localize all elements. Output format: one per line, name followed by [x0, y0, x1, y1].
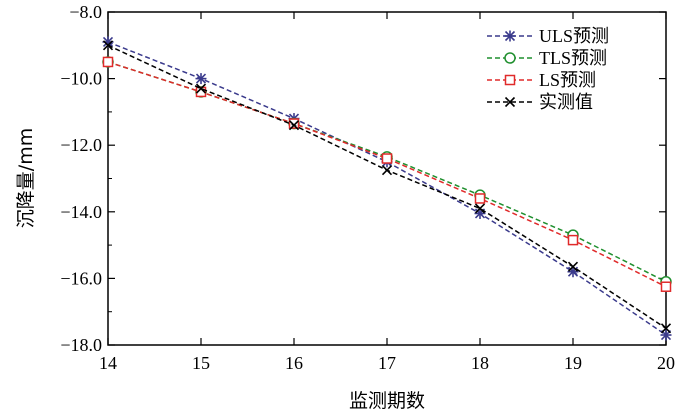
data-point [102, 40, 114, 51]
x-tick-label: 16 [285, 353, 303, 373]
x-tick-label: 19 [564, 353, 582, 373]
data-point [102, 56, 114, 68]
y-tick-label: −10.0 [60, 69, 102, 89]
legend-marker [504, 96, 516, 108]
data-point [195, 83, 207, 94]
data-point [474, 207, 486, 219]
legend-label: TLS预测 [539, 48, 607, 68]
y-tick-label: −16.0 [60, 268, 102, 288]
data-point [381, 165, 393, 176]
y-tick-label: −8.0 [69, 2, 102, 22]
y-tick-label: −18.0 [60, 335, 102, 355]
legend-label: LS预测 [539, 70, 596, 90]
series-layer [102, 36, 672, 341]
data-point [660, 281, 672, 292]
x-tick-label: 18 [471, 353, 489, 373]
x-axis: 14 15 16 17 18 19 20 [99, 12, 675, 373]
legend-marker [504, 52, 516, 64]
data-point [288, 118, 300, 129]
legend-label: ULS预测 [539, 26, 609, 46]
x-axis-title: 监测期数 [349, 390, 425, 412]
data-point [381, 153, 393, 164]
data-point [567, 234, 579, 246]
legend-label: 实测值 [539, 92, 593, 112]
x-tick-label: 15 [192, 353, 210, 373]
data-point [195, 73, 207, 85]
legend-item: ULS预测 [487, 26, 609, 46]
data-point [288, 120, 300, 131]
legend-marker [504, 74, 516, 86]
data-point [567, 261, 579, 272]
series-3 [102, 40, 672, 334]
y-tick-label: −12.0 [60, 135, 102, 155]
x-tick-label: 14 [99, 353, 117, 373]
legend-item: TLS预测 [487, 48, 607, 68]
legend-marker [504, 30, 516, 42]
y-axis-title: 沉降量/mm [15, 128, 37, 228]
data-point [195, 86, 207, 98]
x-tick-label: 17 [378, 353, 396, 373]
data-point [567, 266, 579, 278]
x-tick-label: 20 [657, 353, 675, 373]
legend-item: 实测值 [487, 92, 593, 112]
series-2 [102, 56, 672, 292]
y-tick-label: −14.0 [60, 202, 102, 222]
legend-item: LS预测 [487, 70, 596, 90]
y-axis: −8.0 −10.0 −12.0 −14.0 −16.0 −18.0 [60, 2, 666, 355]
data-point [660, 323, 672, 334]
data-point [474, 193, 486, 204]
data-point [474, 203, 486, 214]
